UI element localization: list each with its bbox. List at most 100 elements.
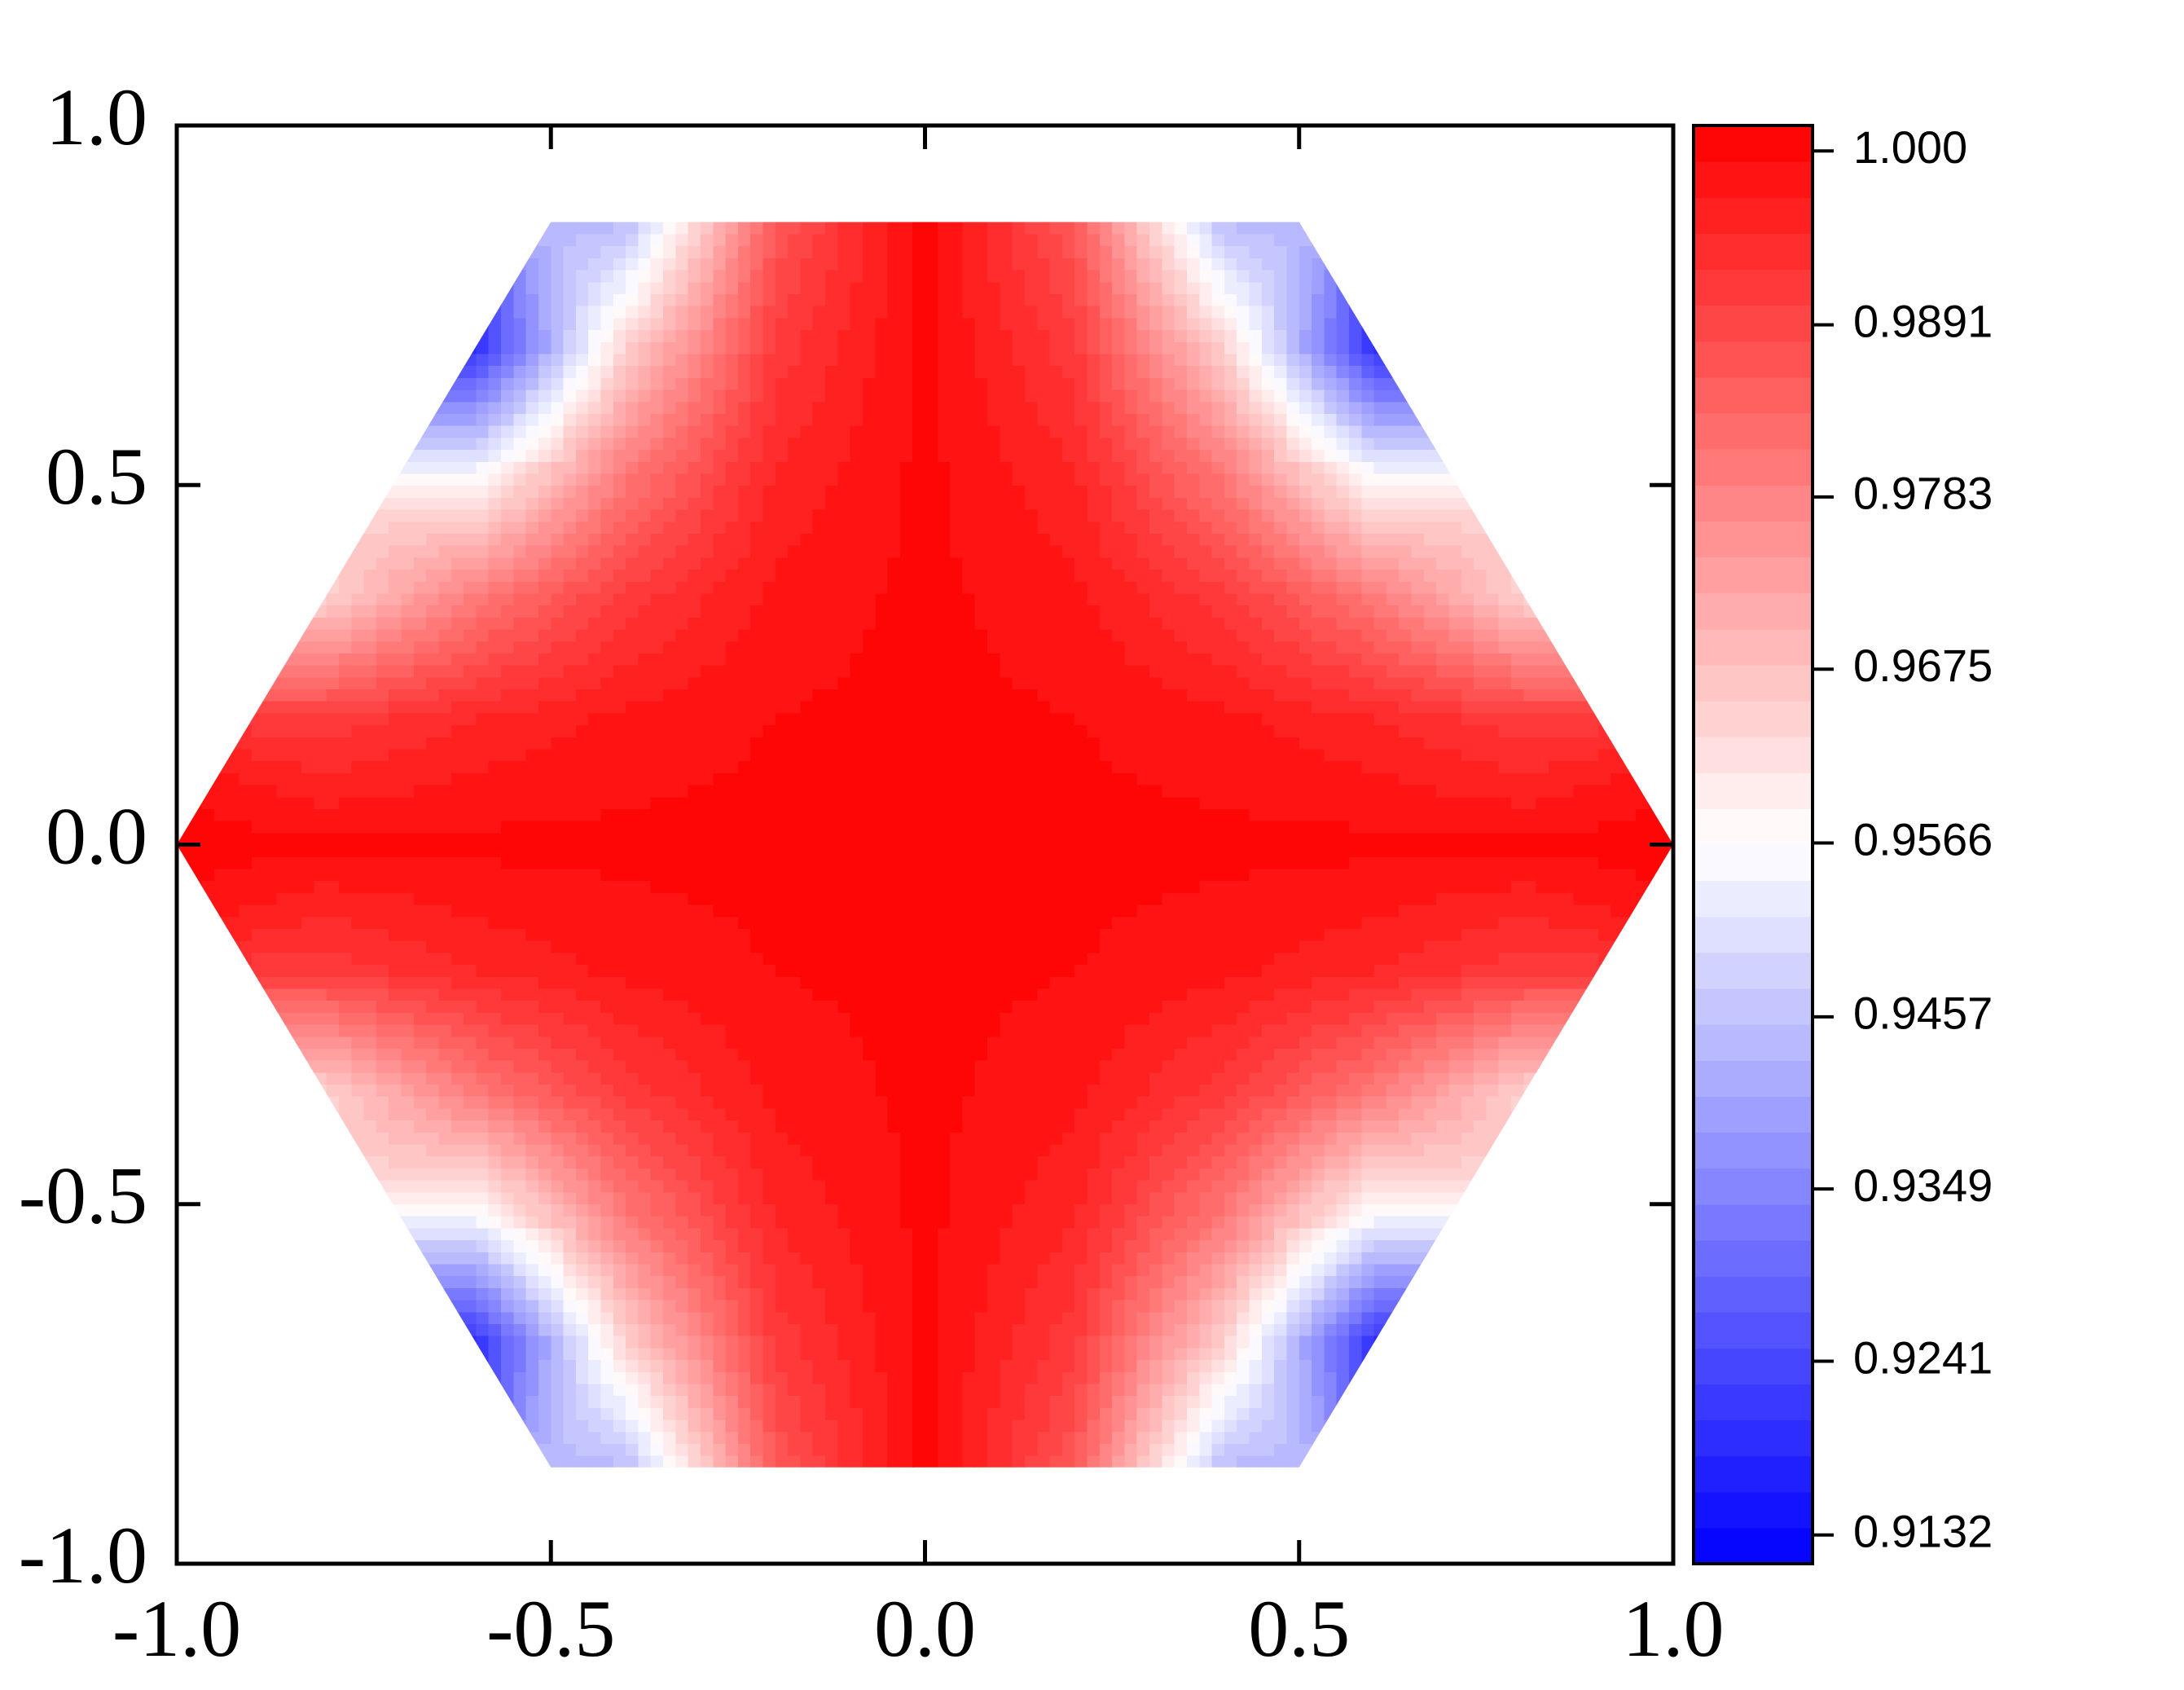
heatmap-subcell: [875, 988, 889, 1001]
heatmap-subcell: [1548, 1060, 1562, 1073]
heatmap-subcell: [1474, 1204, 1487, 1217]
heatmap-subcell: [1312, 1311, 1325, 1324]
heatmap-subcell: [363, 1168, 377, 1181]
heatmap-cell: [850, 1407, 1000, 1468]
heatmap-subcell: [812, 1168, 826, 1181]
heatmap-subcell: [513, 1252, 527, 1265]
heatmap-subcell: [1186, 1036, 1200, 1049]
heatmap-subcell: [575, 1023, 589, 1037]
heatmap-subcell: [1037, 1347, 1051, 1361]
heatmap-subcell: [525, 964, 539, 977]
heatmap-subcell: [626, 1252, 639, 1265]
heatmap-subcell: [1286, 1155, 1300, 1168]
heatmap-subcell: [438, 1191, 452, 1205]
heatmap-subcell: [1585, 1216, 1599, 1229]
heatmap-subcell: [213, 1107, 227, 1121]
heatmap-subcell: [1623, 1155, 1637, 1168]
heatmap-subcell: [1186, 1216, 1200, 1229]
heatmap-subcell: [837, 1323, 851, 1336]
heatmap-subcell: [1000, 1347, 1013, 1361]
heatmap-subcell: [1124, 1132, 1138, 1145]
heatmap-subcell: [1099, 1347, 1113, 1361]
heatmap-subcell: [1186, 1132, 1200, 1145]
heatmap-subcell: [213, 1191, 227, 1205]
heatmap-subcell: [389, 1336, 402, 1349]
heatmap-subcell: [476, 1168, 490, 1181]
heatmap-subcell: [600, 976, 614, 989]
heatmap-subcell: [563, 1107, 577, 1121]
heatmap-subcell: [600, 1168, 614, 1181]
heatmap-subcell: [276, 1311, 290, 1324]
heatmap-subcell: [1623, 1036, 1637, 1049]
heatmap-subcell: [413, 928, 427, 941]
heatmap-subcell: [1436, 1180, 1450, 1193]
heatmap-subcell: [1286, 1168, 1300, 1181]
heatmap-subcell: [1324, 1407, 1338, 1420]
heatmap-subcell: [351, 1143, 365, 1157]
heatmap-subcell: [638, 1023, 652, 1037]
heatmap-subcell: [1598, 1191, 1612, 1205]
heatmap-subcell: [850, 1431, 863, 1444]
heatmap-subcell: [663, 1216, 676, 1229]
heatmap-subcell: [538, 1060, 551, 1073]
heatmap-subcell: [1261, 1107, 1275, 1121]
heatmap-subcell: [213, 1180, 227, 1193]
heatmap-subcell: [700, 1443, 714, 1456]
heatmap-subcell: [962, 1263, 976, 1277]
heatmap-subcell: [1448, 1263, 1462, 1277]
heatmap-subcell: [925, 1096, 938, 1109]
heatmap-subcell: [213, 1036, 227, 1049]
heatmap-subcell: [962, 1168, 976, 1181]
heatmap-subcell: [239, 1311, 253, 1324]
heatmap-subcell: [201, 1395, 215, 1408]
heatmap-subcell: [314, 1132, 327, 1145]
heatmap-subcell: [575, 1012, 589, 1025]
heatmap-subcell: [239, 1072, 253, 1085]
heatmap-subcell: [464, 916, 477, 929]
heatmap-subcell: [1012, 1191, 1026, 1205]
heatmap-subcell: [1474, 1239, 1487, 1252]
heatmap-subcell: [1324, 1323, 1338, 1336]
heatmap-subcell: [563, 1252, 577, 1265]
heatmap-subcell: [1648, 1431, 1662, 1444]
heatmap-subcell: [812, 1000, 826, 1013]
heatmap-subcell: [588, 916, 602, 929]
heatmap-subcell: [1061, 1239, 1075, 1252]
heatmap-subcell: [1436, 1455, 1450, 1468]
heatmap-subcell: [1112, 1431, 1126, 1444]
heatmap-subcell: [1474, 1120, 1487, 1133]
heatmap-subcell: [1124, 1252, 1138, 1265]
heatmap-subcell: [1174, 1323, 1188, 1336]
heatmap-subcell: [326, 1096, 340, 1109]
heatmap-subcell: [213, 1263, 227, 1277]
heatmap-subcell: [875, 1132, 889, 1145]
heatmap-subcell: [226, 976, 240, 989]
heatmap-subcell: [937, 1204, 951, 1217]
heatmap-subcell: [551, 1395, 565, 1408]
heatmap-subcell: [339, 1107, 352, 1121]
heatmap-subcell: [1199, 1204, 1213, 1217]
heatmap-subcell: [850, 1143, 863, 1157]
heatmap-subcell: [1523, 1060, 1537, 1073]
heatmap-subcell: [201, 1023, 215, 1037]
heatmap-subcell: [713, 1048, 727, 1061]
heatmap-subcell: [1548, 1371, 1562, 1384]
heatmap-subcell: [288, 928, 302, 941]
heatmap-subcell: [1611, 1323, 1624, 1336]
heatmap-subcell: [276, 1155, 290, 1168]
heatmap-subcell: [613, 1204, 626, 1217]
heatmap-subcell: [1585, 1168, 1599, 1181]
heatmap-subcell: [725, 1048, 739, 1061]
heatmap-subcell: [1373, 1252, 1387, 1265]
heatmap-subcell: [650, 1191, 664, 1205]
heatmap-subcell: [875, 964, 889, 977]
heatmap-subcell: [1136, 1048, 1150, 1061]
heatmap-subcell: [788, 1168, 802, 1181]
heatmap-subcell: [613, 1371, 626, 1384]
heatmap-subcell: [1000, 1048, 1013, 1061]
heatmap-subcell: [588, 1395, 602, 1408]
heatmap-subcell: [239, 1084, 253, 1097]
heatmap-subcell: [301, 988, 314, 1001]
heatmap-subcell: [1074, 1263, 1088, 1277]
heatmap-subcell: [675, 904, 689, 918]
